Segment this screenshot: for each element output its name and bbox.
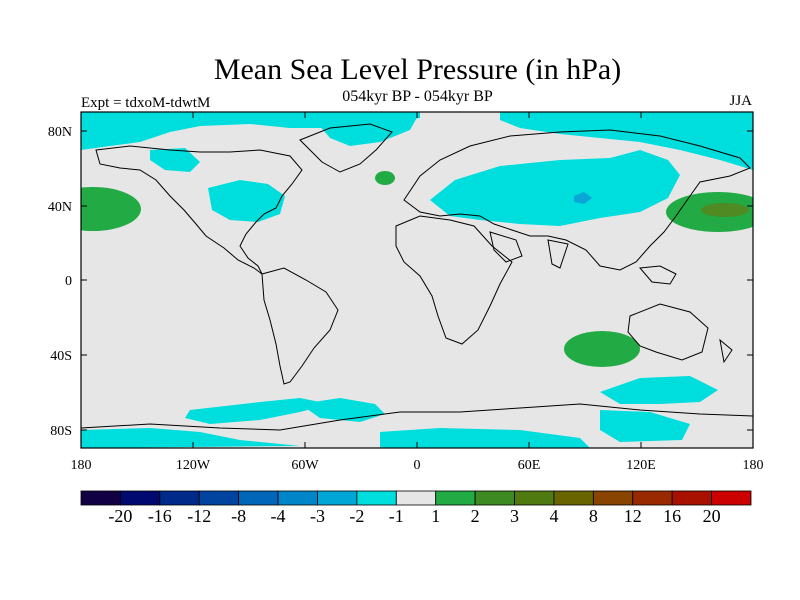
anomaly-region-antarctic-east (600, 410, 690, 442)
anomaly-region-south-indian (600, 376, 718, 404)
season-label: JJA (729, 93, 752, 109)
colorbar-swatch (159, 490, 200, 506)
colorbar-label: 16 (663, 506, 681, 526)
anomaly-region-north-america-east (208, 180, 285, 222)
colorbar-label: 12 (624, 506, 642, 526)
anomaly-region-eurasia (430, 150, 680, 226)
colorbar-swatch (632, 490, 673, 506)
x-tick-label: 60W (291, 458, 319, 473)
colorbar-label: -8 (231, 506, 246, 526)
colorbar-label: -4 (271, 506, 286, 526)
x-tick-label: 180 (71, 458, 92, 473)
colorbar-swatch (198, 490, 240, 506)
colorbar-swatch (553, 490, 594, 506)
anomaly-region-south-pacific (185, 398, 330, 424)
coastlines (81, 123, 753, 431)
x-tick-label: 120W (176, 458, 211, 473)
colorbar-swatch (238, 490, 279, 506)
anomaly-region-antarctic-west (81, 428, 300, 448)
colorbar-label: -12 (187, 506, 211, 526)
anomaly-region-south-indian-high (564, 331, 640, 367)
colorbar-label: -2 (349, 506, 364, 526)
colorbar-label: 2 (471, 506, 480, 526)
x-tick-label: 60E (518, 458, 541, 473)
chart-title: Mean Sea Level Pressure (in hPa) (213, 53, 622, 86)
x-tick-label: 0 (414, 458, 421, 473)
colorbar-swatch (474, 490, 515, 506)
colorbar-label: -3 (310, 506, 325, 526)
anomaly-region-arctic-east (500, 112, 753, 170)
colorbar-label: -1 (389, 506, 404, 526)
colorbar-swatch (592, 490, 634, 506)
colorbar-swatch (80, 490, 121, 506)
x-axis-labels: 180 120W 60W 0 60E 120E 180 (71, 458, 764, 473)
colorbar: -20 -16 -12 -8 -4 -3 -2 -1 1 2 3 4 8 12 16 20 (80, 490, 752, 526)
colorbar-label: 20 (703, 506, 721, 526)
colorbar-label: -16 (148, 506, 172, 526)
anomaly-region-north-pacific-core (701, 203, 749, 217)
colorbar-swatch (395, 490, 437, 506)
colorbar-label: -20 (108, 506, 132, 526)
anomaly-region-arctic-greenland (318, 112, 420, 146)
anomaly-region-antarctic-center (380, 428, 590, 448)
map-area (80, 111, 754, 449)
colorbar-label: 4 (549, 506, 558, 526)
colorbar-swatch (120, 490, 161, 506)
experiment-label: Expt = tdxoM-tdwtM (81, 95, 211, 111)
anomaly-region-eurasia-core (574, 192, 592, 204)
y-tick-label: 80N (48, 125, 72, 140)
anomaly-region-north-pacific-west (81, 187, 141, 231)
colorbar-swatch (671, 490, 712, 506)
colorbar-swatch (317, 490, 358, 506)
chart-subtitle: 054kyr BP - 054kyr BP (342, 88, 493, 105)
y-tick-label: 80S (50, 424, 72, 439)
x-tick-label: 180 (743, 458, 764, 473)
colorbar-swatch (356, 490, 397, 506)
x-tick-label: 120E (626, 458, 656, 473)
colorbar-swatch (514, 490, 555, 506)
anomaly-region-south-atlantic (300, 398, 385, 422)
colorbar-swatch (711, 490, 752, 506)
colorbar-swatch (435, 490, 476, 506)
y-tick-label: 40N (48, 200, 72, 215)
colorbar-label: 3 (510, 506, 519, 526)
colorbar-label: 1 (431, 506, 440, 526)
y-axis-labels: 80N 40N 0 40S 80S (48, 125, 72, 439)
anomaly-region-canada (150, 148, 200, 172)
y-tick-label: 40S (50, 349, 72, 364)
anomaly-region-north-atlantic (375, 171, 395, 185)
y-tick-label: 0 (65, 274, 72, 289)
map-ticks (81, 112, 753, 448)
colorbar-swatch (277, 490, 318, 506)
colorbar-label: 8 (589, 506, 598, 526)
